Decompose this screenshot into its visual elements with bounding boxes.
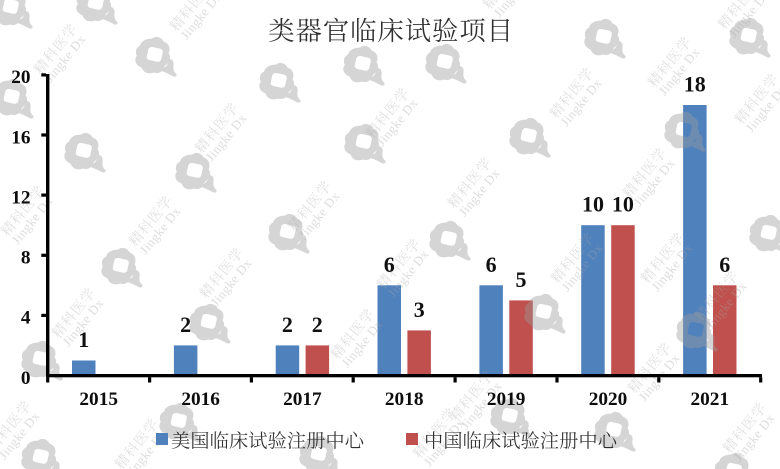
svg-text:18: 18 — [684, 72, 706, 97]
svg-text:4: 4 — [21, 308, 31, 329]
svg-text:2: 2 — [282, 312, 293, 337]
svg-text:20: 20 — [11, 67, 30, 88]
svg-text:2019: 2019 — [487, 389, 526, 410]
svg-text:2018: 2018 — [385, 389, 424, 410]
svg-text:3: 3 — [414, 297, 425, 322]
svg-text:0: 0 — [21, 368, 31, 389]
svg-text:2016: 2016 — [181, 389, 220, 410]
svg-text:2: 2 — [180, 312, 191, 337]
svg-text:1: 1 — [78, 327, 89, 352]
svg-text:2015: 2015 — [79, 389, 118, 410]
svg-text:12: 12 — [11, 187, 30, 208]
svg-text:2021: 2021 — [691, 389, 730, 410]
svg-text:5: 5 — [516, 267, 527, 292]
svg-text:6: 6 — [486, 252, 497, 277]
svg-text:2017: 2017 — [283, 389, 322, 410]
svg-text:6: 6 — [719, 252, 730, 277]
svg-text:2: 2 — [312, 312, 323, 337]
svg-text:10: 10 — [582, 192, 604, 217]
svg-text:2020: 2020 — [589, 389, 628, 410]
svg-text:10: 10 — [612, 192, 634, 217]
svg-text:8: 8 — [21, 248, 31, 269]
svg-text:6: 6 — [384, 252, 395, 277]
svg-text:16: 16 — [11, 127, 31, 148]
